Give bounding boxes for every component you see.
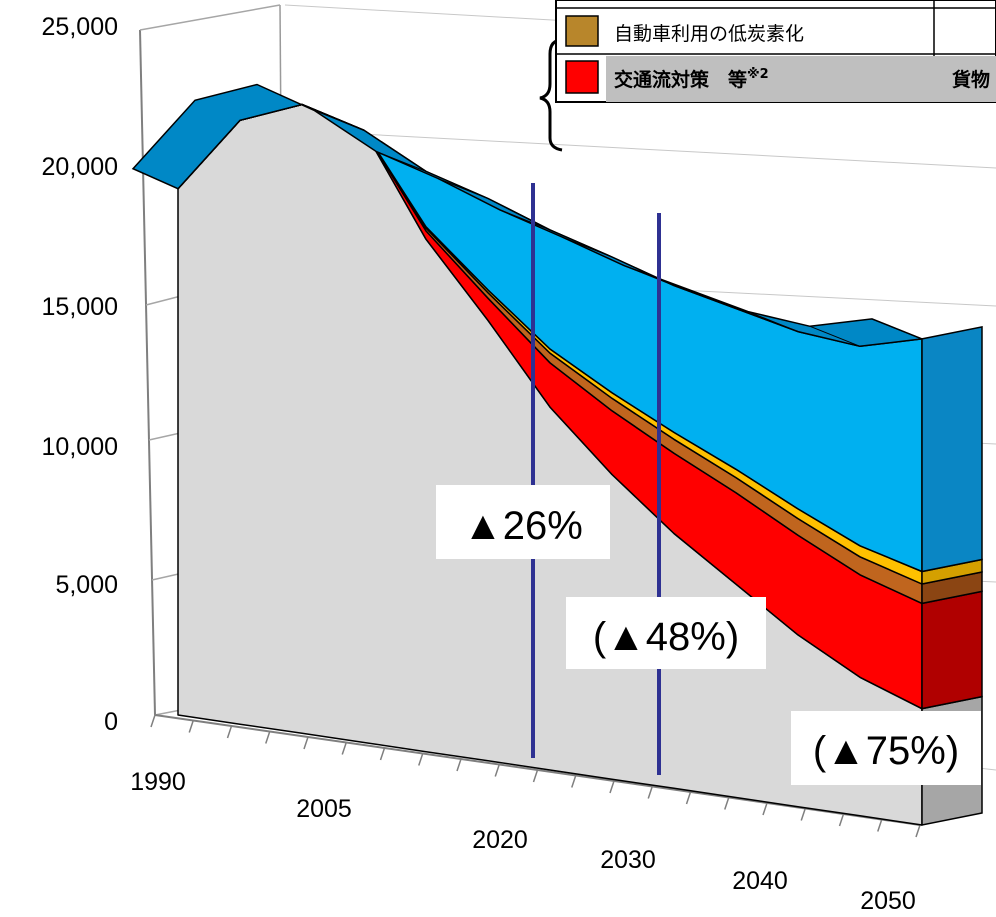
top-surface-seam-7 [561,236,613,258]
top-surface-seam-10 [747,311,799,333]
legend-label-low-carbon: 自動車利用の低炭素化 [614,23,804,45]
y-tick-label-3: 15,000 [42,293,118,321]
top-surface-seam-3 [313,109,365,131]
legend-swatch-low-carbon [565,15,599,47]
legend-brace [539,38,563,152]
x-tick-mark-3 [265,731,271,744]
x-tick-mark-14 [685,791,692,805]
y-tick-label-4: 20,000 [42,153,118,181]
x-tick-mark-17 [800,808,806,821]
x-tick-mark-20 [915,824,921,838]
grid-slant-5 [139,4,281,31]
y-axis-line [139,29,156,716]
top-surface-seam-12 [871,318,923,340]
y-tick-label-1: 5,000 [55,571,118,599]
legend: 自動車利用の低炭素化 交通流対策 等※2 貨物 [539,0,996,152]
annotation-26: ▲26% [436,485,610,559]
top-surface-seam-6 [499,209,551,231]
x-tick-mark-8 [456,758,462,772]
side-face-series-1 [921,590,983,710]
x-tick-mark-1 [188,720,194,733]
x-tick-label-2050: 2050 [860,887,916,915]
legend-row-traffic: 交通流対策 等※2 貨物 [565,56,996,102]
y-tick-label-2: 10,000 [42,433,118,461]
top-surface-seam-11 [809,325,861,347]
x-tick-labels: 1990 2005 2020 2030 2040 2050 [130,768,916,915]
x-tick-marks [150,714,921,838]
x-tick-mark-5 [341,742,347,755]
x-tick-label-2030: 2030 [600,846,656,874]
x-tick-mark-15 [724,797,730,810]
y-tick-label-0: 0 [104,708,118,736]
legend-row-traffic-bg-right [934,56,996,102]
annotation-26-label: ▲26% [463,504,583,548]
side-face-series-4 [921,325,983,573]
legend-row-low-carbon: 自動車利用の低炭素化 [565,15,804,47]
annotation-48-box [566,597,766,669]
x-tick-label-2005: 2005 [296,795,352,823]
x-tick-mark-11 [571,775,577,788]
x-tick-mark-4 [303,736,309,750]
x-tick-mark-2 [226,725,233,739]
legend-label-traffic: 交通流対策 等※2 [614,67,769,91]
annotation-75-box [791,711,981,785]
x-tick-mark-7 [418,753,424,766]
legend-label-traffic-text: 交通流対策 等 [614,68,747,91]
x-tick-mark-13 [647,786,653,799]
annotation-75: (▲75%) [791,711,981,785]
top-surface-seam-9 [685,288,737,310]
x-tick-mark-12 [609,780,615,794]
annotation-48: (▲48%) [566,597,766,669]
legend-swatch-traffic [565,60,599,94]
top-surface-seam-4 [375,150,427,172]
x-tick-label-2020: 2020 [472,826,528,854]
y-tick-labels: 0 5,000 10,000 15,000 20,000 25,000 [42,13,118,736]
legend-right-text-freight: 貨物 [952,68,990,91]
y-tick-label-5: 25,000 [42,13,118,41]
annotation-48-label: (▲48%) [593,615,739,659]
annotation-75-label: (▲75%) [813,729,959,773]
x-tick-mark-10 [532,769,539,783]
x-tick-label-1990: 1990 [130,768,186,796]
x-tick-mark-6 [379,747,386,761]
gridline-4 [284,129,996,169]
top-surface-seam-5 [437,178,489,199]
x-tick-mark-9 [494,764,500,777]
top-surface-seam-8 [623,265,675,287]
x-tick-mark-16 [762,802,768,816]
annotation-26-box [436,485,610,559]
x-tick-mark-18 [838,813,845,827]
x-tick-label-2040: 2040 [732,867,788,895]
legend-row-traffic-bg [606,56,934,102]
x-tick-mark-0 [150,714,156,728]
legend-label-traffic-superscript: ※2 [747,67,769,82]
x-tick-mark-19 [877,819,883,832]
